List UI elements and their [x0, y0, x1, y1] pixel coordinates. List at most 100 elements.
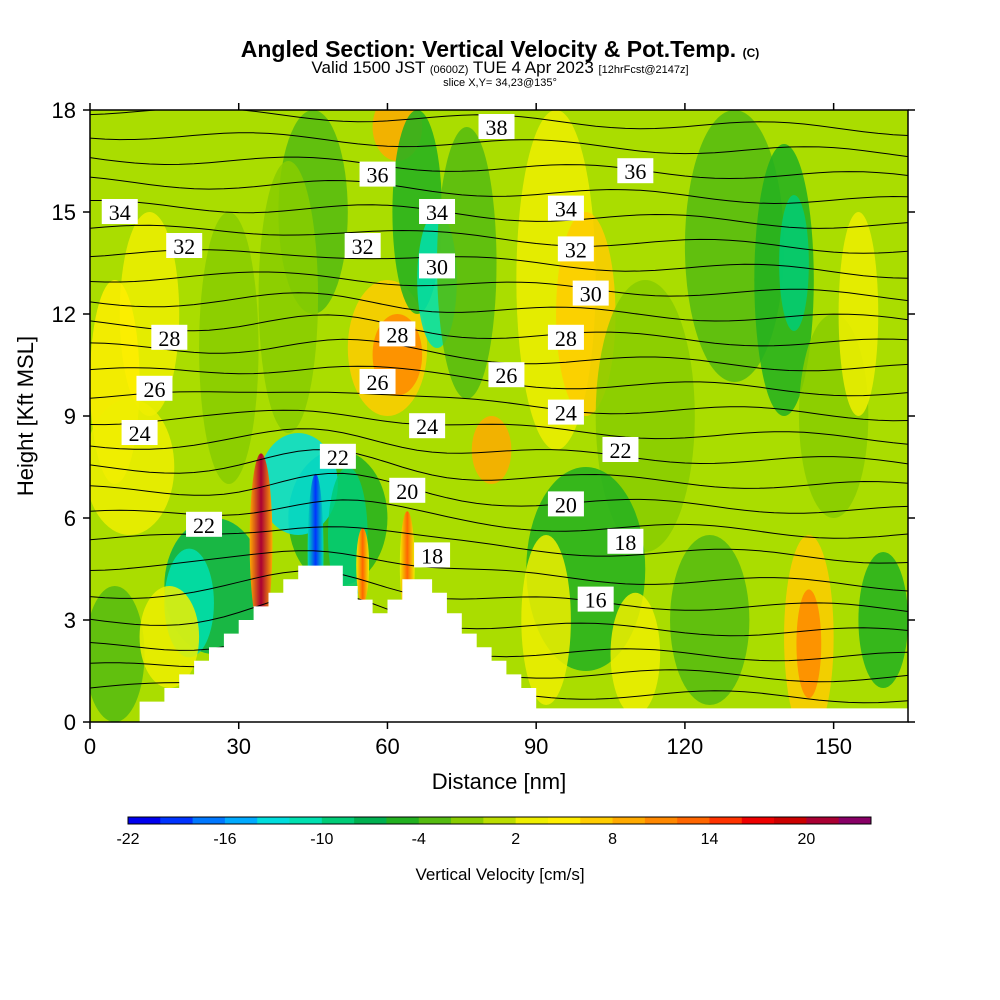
contour-label-box [577, 586, 614, 612]
isentrope [90, 271, 908, 302]
utc-time: (0600Z) [429, 64, 469, 76]
colorbar-swatch [257, 817, 291, 824]
contour-label-text: 36 [624, 159, 646, 184]
contour-label: 28 [547, 324, 584, 351]
contour-label-box [379, 321, 416, 347]
contour-label-text: 20 [396, 479, 418, 504]
contour-label-box [359, 369, 396, 394]
contour-label-text: 18 [421, 543, 443, 568]
y-tick-label: 6 [64, 506, 76, 531]
terrain [90, 565, 908, 722]
contour-label: 34 [101, 199, 138, 225]
colorbar-swatch [741, 817, 775, 824]
contour-labels: 3432282624223632343028262422201838363432… [101, 114, 654, 613]
isentrope [90, 472, 908, 514]
contour-label-box [419, 199, 456, 224]
field-region [779, 195, 809, 331]
colorbar-swatch [774, 817, 807, 824]
colorbar-swatch [354, 817, 387, 824]
isentrope [90, 224, 908, 254]
colorbar-title: Vertical Velocity [cm/s] [415, 865, 584, 884]
field-region [796, 589, 822, 699]
contour-label-text: 24 [555, 401, 577, 426]
valid-date: TUE 4 Apr 2023 [472, 58, 594, 77]
contour-label-text: 34 [555, 197, 577, 222]
contour-label-text: 36 [367, 163, 389, 188]
contour-label-text: 28 [555, 326, 577, 351]
x-tick-label: 0 [84, 734, 96, 759]
colorbar-swatch [677, 817, 710, 824]
y-tick-label: 18 [52, 98, 76, 123]
contour-label-text: 26 [143, 377, 165, 402]
contour-label-text: 28 [386, 322, 408, 347]
contour-label-box [607, 528, 644, 554]
isentrope [90, 592, 908, 637]
title-main: Angled Section: Vertical Velocity & Pot.… [240, 36, 737, 62]
contour-label-box [547, 324, 584, 350]
isentrope [90, 156, 908, 180]
isentrope [90, 132, 908, 158]
forecast-info: [12hrFcst@2147z] [598, 64, 689, 76]
field-region [437, 127, 497, 399]
colorbar-swatch [418, 817, 452, 824]
contour-label-box [414, 542, 451, 568]
colorbar-tick-label: -4 [412, 831, 426, 848]
contour-label: 22 [319, 443, 356, 470]
contour-label: 28 [379, 321, 416, 347]
colorbar-swatch [451, 817, 484, 824]
field-region [858, 552, 908, 688]
contour-label-box [478, 114, 515, 139]
colorbar-swatch [128, 817, 161, 824]
contour-label-box [166, 233, 203, 258]
contour-label: 32 [344, 233, 381, 259]
contour-label: 38 [478, 114, 515, 140]
velocity-field [90, 110, 908, 722]
colorbar-tick-label: 2 [511, 831, 520, 848]
contour-label-box [121, 420, 158, 445]
field-region [139, 586, 200, 688]
contour-label: 32 [166, 233, 203, 259]
colorbar-swatch [580, 817, 614, 824]
colorbar-swatch [224, 817, 258, 824]
colorbar-swatch [709, 817, 743, 824]
contour-label-box [359, 161, 396, 187]
contour-label-text: 22 [609, 438, 631, 463]
y-tick-label: 15 [52, 200, 76, 225]
contour-label: 34 [419, 199, 456, 225]
x-tick-label: 30 [226, 734, 250, 759]
contour-label: 22 [602, 437, 639, 463]
contour-label-box [101, 199, 138, 224]
contour-label-text: 32 [173, 234, 195, 259]
x-tick-label: 120 [667, 734, 704, 759]
contour-label-text: 24 [416, 414, 438, 439]
x-tick-label: 90 [524, 734, 548, 759]
colorbar-tick-label: -22 [116, 831, 139, 848]
contour-label-box [488, 362, 525, 388]
contour-label-text: 34 [426, 200, 448, 225]
contour-label-box [186, 511, 223, 537]
contour-label-text: 32 [352, 234, 374, 259]
isentrope [90, 428, 908, 465]
x-axis-label: Distance [nm] [432, 769, 567, 794]
isentrope [90, 292, 908, 322]
isentrope [90, 409, 908, 445]
field-region [610, 592, 661, 716]
field-region [670, 535, 750, 705]
colorbar-tick-label: 14 [701, 831, 719, 848]
colorbar-frame [127, 816, 872, 825]
x-tick-label: 60 [375, 734, 399, 759]
contour-label-box [344, 233, 381, 258]
contour-label-box [557, 236, 594, 262]
colorbar-swatch [160, 817, 194, 824]
isentrope [90, 391, 908, 422]
colorbar-swatch [515, 817, 549, 824]
y-tick-label: 12 [52, 302, 76, 327]
field-region [471, 416, 512, 484]
colorbar-swatch [612, 817, 646, 824]
contour-label: 30 [572, 280, 609, 307]
terrain-profile [90, 565, 908, 722]
y-tick-label: 0 [64, 710, 76, 735]
slice-info: slice X,Y= 34,23@135° [443, 77, 557, 89]
contour-label: 32 [557, 236, 594, 262]
